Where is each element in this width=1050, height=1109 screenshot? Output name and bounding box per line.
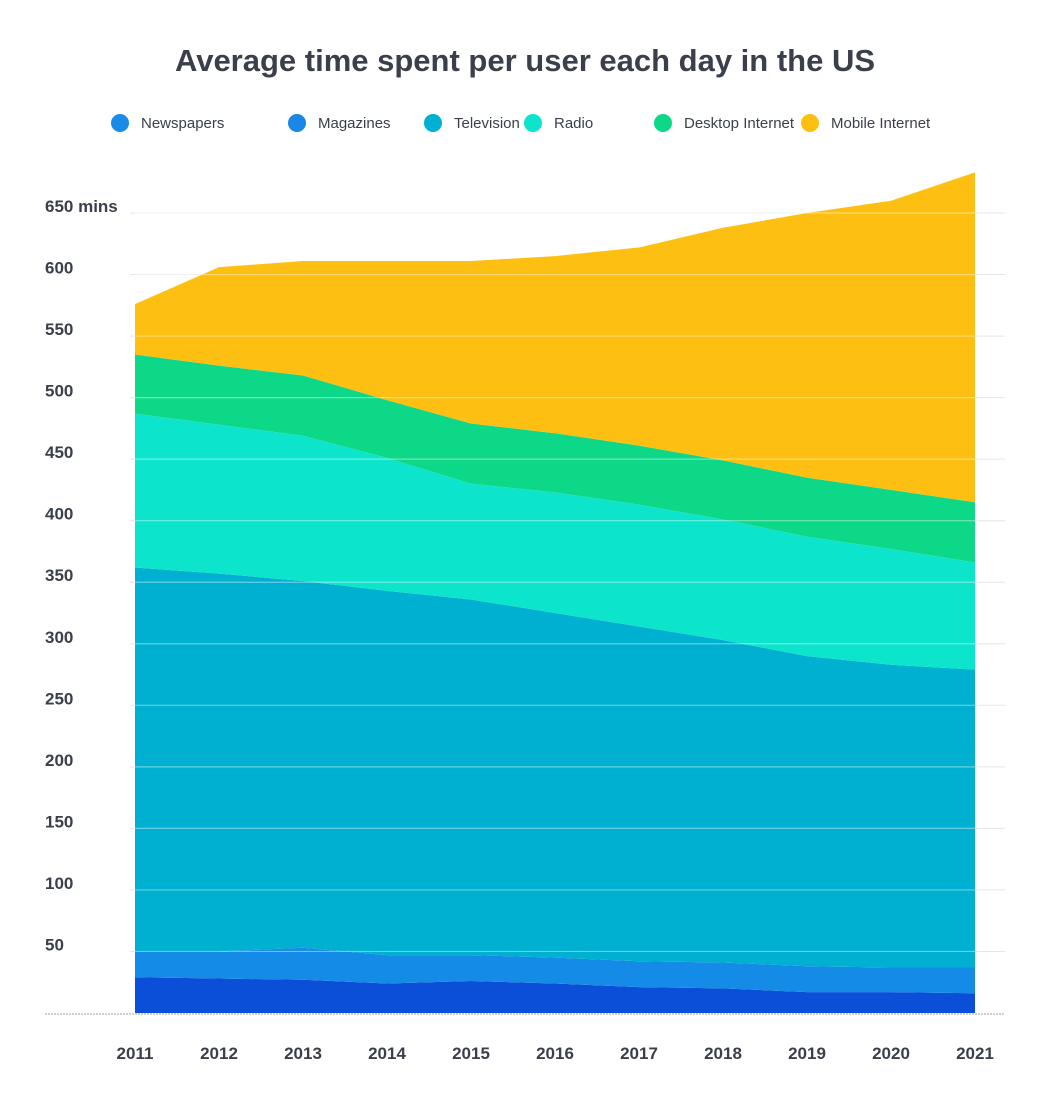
legend-swatch	[654, 114, 672, 132]
y-axis: 50 100 150 200 250 300 350 400 450 500 550 600 650 m…	[45, 197, 118, 954]
y-tick-label: 550	[45, 320, 73, 339]
y-tick-label: 400	[45, 505, 73, 524]
y-tick-label: 500	[45, 382, 73, 401]
gridlines	[135, 212, 975, 953]
legend-swatch	[524, 114, 542, 132]
x-tick-label: 2019	[788, 1044, 826, 1063]
x-tick-label: 2017	[620, 1044, 658, 1063]
x-tick-label: 2021	[956, 1044, 994, 1063]
legend-label: Television	[454, 115, 520, 132]
legend-item-newspapers[interactable]: Newspapers	[111, 114, 224, 132]
x-tick-label: 2016	[536, 1044, 574, 1063]
y-tick-label: 450	[45, 443, 73, 462]
legend-label: Radio	[554, 115, 593, 132]
legend-label: Desktop Internet	[684, 115, 795, 132]
legend: Newspapers Magazines Television Radio Deskto…	[111, 114, 931, 132]
legend-swatch	[424, 114, 442, 132]
legend-item-radio[interactable]: Radio	[524, 114, 593, 132]
y-tick-label: 350	[45, 566, 73, 585]
legend-swatch	[801, 114, 819, 132]
x-tick-label: 2012	[200, 1044, 238, 1063]
y-tick-label: 600	[45, 259, 73, 278]
legend-swatch	[288, 114, 306, 132]
legend-swatch	[111, 114, 129, 132]
legend-label: Mobile Internet	[831, 115, 931, 132]
x-tick-label: 2014	[368, 1044, 406, 1063]
area-mobile-internet	[135, 172, 975, 503]
y-tick-label: 300	[45, 628, 73, 647]
legend-item-magazines[interactable]: Magazines	[288, 114, 391, 132]
y-tick-label: 650 mins	[45, 197, 118, 216]
x-tick-label: 2013	[284, 1044, 322, 1063]
legend-item-desktop-internet[interactable]: Desktop Internet	[654, 114, 795, 132]
legend-label: Newspapers	[141, 115, 224, 132]
x-tick-label: 2015	[452, 1044, 490, 1063]
y-tick-label: 200	[45, 751, 73, 770]
area-radio	[135, 413, 975, 670]
y-tick-label: 100	[45, 874, 73, 893]
y-tick-label: 150	[45, 812, 73, 831]
x-tick-label: 2020	[872, 1044, 910, 1063]
legend-item-television[interactable]: Television	[424, 114, 520, 132]
area-newspapers	[135, 977, 975, 1013]
areas	[135, 172, 975, 1013]
chart-title: Average time spent per user each day in …	[175, 43, 875, 78]
y-tick-label: 250	[45, 689, 73, 708]
x-tick-label: 2018	[704, 1044, 742, 1063]
legend-item-mobile-internet[interactable]: Mobile Internet	[801, 114, 931, 132]
area-desktop-internet	[135, 354, 975, 563]
x-axis: 2011 2012 2013 2014 2015 2016 2017 2018 2019 2020…	[117, 1044, 994, 1063]
area-magazines	[135, 947, 975, 994]
y-tick-label: 50	[45, 935, 64, 954]
x-tick-label: 2011	[117, 1044, 154, 1063]
legend-label: Magazines	[318, 115, 391, 132]
area-television	[135, 567, 975, 968]
